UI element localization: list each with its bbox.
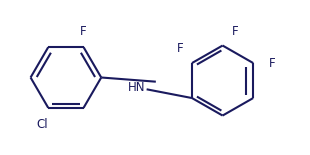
Text: F: F <box>80 25 87 38</box>
Text: Cl: Cl <box>36 118 48 131</box>
Text: F: F <box>268 57 275 70</box>
Text: F: F <box>176 42 183 55</box>
Text: F: F <box>232 25 238 38</box>
Text: HN: HN <box>128 81 145 94</box>
